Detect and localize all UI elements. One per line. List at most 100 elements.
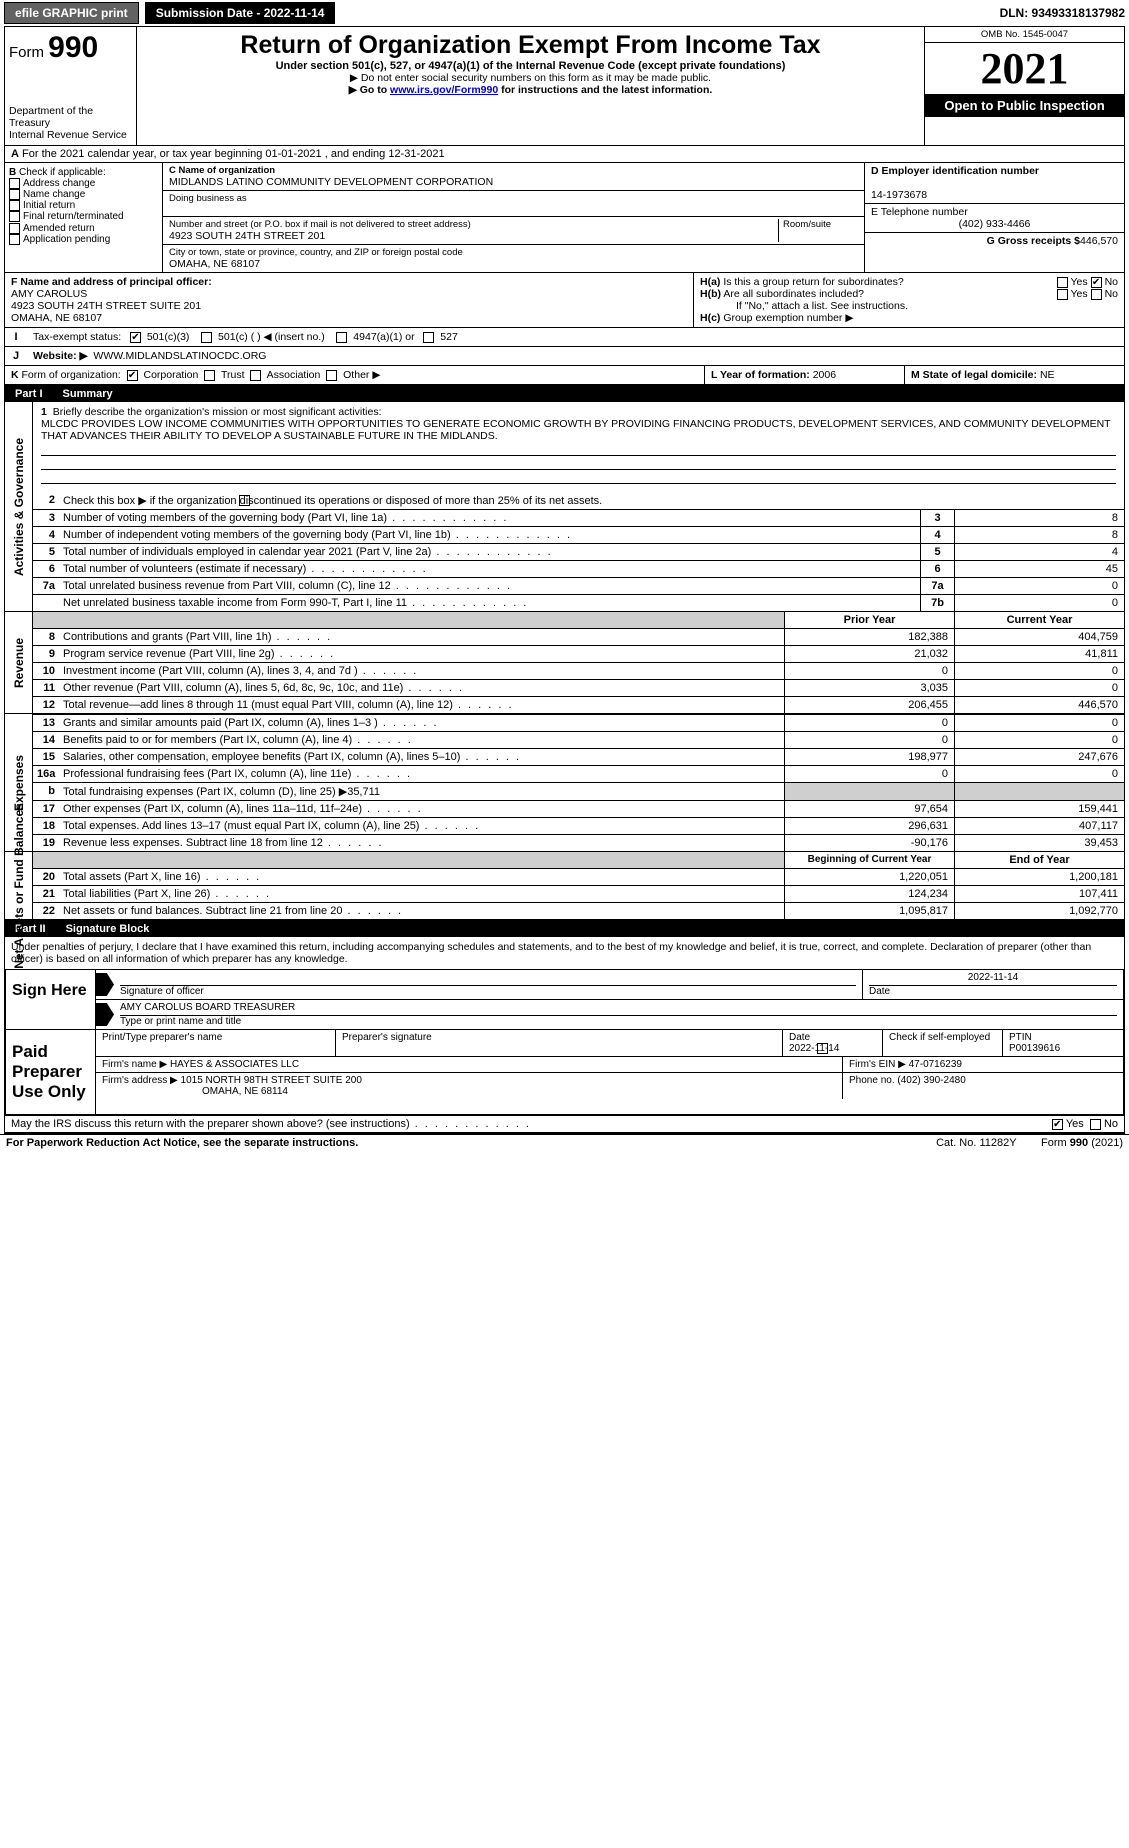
line-16b: b Total fundraising expenses (Part IX, c… xyxy=(33,782,1124,800)
form-footer: Form 990 (2021) xyxy=(1041,1137,1123,1149)
form-number: 990 xyxy=(48,31,98,64)
phone-label: E Telephone number xyxy=(871,206,968,218)
org-name: MIDLANDS LATINO COMMUNITY DEVELOPMENT CO… xyxy=(169,176,858,188)
paid-preparer-label: Paid Preparer Use Only xyxy=(6,1030,96,1114)
sig-date-value: 2022-11-14 xyxy=(869,972,1117,986)
may-discuss-row: May the IRS discuss this return with the… xyxy=(5,1115,1124,1133)
cat-no: Cat. No. 11282Y xyxy=(936,1137,1017,1149)
table-row: 15Salaries, other compensation, employee… xyxy=(33,748,1124,765)
chk-ha-yes[interactable] xyxy=(1057,277,1068,288)
table-row: 17Other expenses (Part IX, column (A), l… xyxy=(33,800,1124,817)
arrow-icon xyxy=(96,973,114,996)
gross-receipts-value: 446,570 xyxy=(1080,235,1118,247)
part-ii-bar: Part II Signature Block xyxy=(5,921,1124,937)
officer-name: AMY CAROLUS xyxy=(11,288,87,300)
hdr-beginning: Beginning of Current Year xyxy=(784,852,954,868)
irs-link[interactable]: www.irs.gov/Form990 xyxy=(390,84,498,96)
table-row: Net unrelated business taxable income fr… xyxy=(33,594,1124,611)
h-ifno: If "No," attach a list. See instructions… xyxy=(700,300,1118,312)
row-a-period: A For the 2021 calendar year, or tax yea… xyxy=(5,146,1124,163)
tax-period-text: For the 2021 calendar year, or tax year … xyxy=(22,148,445,160)
col-headers-revenue: Prior Year Current Year xyxy=(33,612,1124,628)
table-row: 20Total assets (Part X, line 16)1,220,05… xyxy=(33,868,1124,885)
col-h-group: H(a) Is this a group return for subordin… xyxy=(694,273,1124,327)
chk-discontinued[interactable] xyxy=(239,495,250,506)
part-i-title: Summary xyxy=(53,386,1124,402)
side-revenue: Revenue xyxy=(5,612,33,713)
table-row: 6Total number of volunteers (estimate if… xyxy=(33,560,1124,577)
ein-label: D Employer identification number xyxy=(871,165,1039,177)
chk-app-pending[interactable] xyxy=(9,234,20,245)
table-row: 18Total expenses. Add lines 13–17 (must … xyxy=(33,817,1124,834)
sig-officer-label: Signature of officer xyxy=(120,986,204,997)
dba-label: Doing business as xyxy=(169,193,858,204)
chk-initial-return[interactable] xyxy=(9,200,20,211)
form-id-cell: Form 990 Department of the Treasury Inte… xyxy=(5,27,137,145)
side-governance: Activities & Governance xyxy=(5,402,33,611)
addr-label: Number and street (or P.O. box if mail i… xyxy=(169,219,778,230)
chk-self-employed[interactable] xyxy=(817,1043,828,1054)
blank-line xyxy=(41,456,1116,470)
sign-here-label: Sign Here xyxy=(6,970,96,1029)
efile-topbar: efile GRAPHIC print Submission Date - 20… xyxy=(0,0,1129,26)
table-row: 10Investment income (Part VIII, column (… xyxy=(33,662,1124,679)
arrow-icon xyxy=(96,1003,114,1026)
table-row: 11Other revenue (Part VIII, column (A), … xyxy=(33,679,1124,696)
chk-corp[interactable] xyxy=(127,370,138,381)
ptin-value: P00139616 xyxy=(1009,1043,1060,1054)
col-f-officer: F Name and address of principal officer:… xyxy=(5,273,694,327)
chk-amended[interactable] xyxy=(9,223,20,234)
chk-501c3[interactable] xyxy=(130,332,141,343)
chk-address-change[interactable] xyxy=(9,178,20,189)
col-d-ids: D Employer identification number 14-1973… xyxy=(864,163,1124,272)
table-row: 16aProfessional fundraising fees (Part I… xyxy=(33,765,1124,782)
hc-label: Group exemption number ▶ xyxy=(723,312,853,324)
open-to-public-badge: Open to Public Inspection xyxy=(925,94,1124,117)
table-row: 3Number of voting members of the governi… xyxy=(33,509,1124,526)
chk-other[interactable] xyxy=(326,370,337,381)
part-i-tag: Part I xyxy=(5,386,53,402)
org-city: OMAHA, NE 68107 xyxy=(169,258,858,270)
chk-discuss-yes[interactable] xyxy=(1052,1119,1063,1130)
line-2: 2 Check this box ▶ if the organization d… xyxy=(33,492,1124,509)
chk-hb-yes[interactable] xyxy=(1057,289,1068,300)
firm-addr2: OMAHA, NE 68114 xyxy=(102,1086,288,1097)
efile-graphic-badge: efile GRAPHIC print xyxy=(4,2,139,24)
phone-value: (402) 933-4466 xyxy=(871,218,1118,230)
officer-addr1: 4923 SOUTH 24TH STREET SUITE 201 xyxy=(11,300,201,312)
table-row: 9Program service revenue (Part VIII, lin… xyxy=(33,645,1124,662)
room-suite-label: Room/suite xyxy=(778,219,858,242)
firm-ein: 47-0716239 xyxy=(909,1059,962,1070)
table-row: 4Number of independent voting members of… xyxy=(33,526,1124,543)
form-title-cell: Return of Organization Exempt From Incom… xyxy=(137,27,924,145)
line-1: 1 Briefly describe the organization's mi… xyxy=(33,402,1124,442)
table-row: 14Benefits paid to or for members (Part … xyxy=(33,731,1124,748)
irs-label: Internal Revenue Service xyxy=(9,129,132,141)
form-subtitle-1: Under section 501(c), 527, or 4947(a)(1)… xyxy=(145,60,916,72)
chk-501c[interactable] xyxy=(201,332,212,343)
table-row: 12Total revenue—add lines 8 through 11 (… xyxy=(33,696,1124,713)
sec-governance: Activities & Governance 1 Briefly descri… xyxy=(5,402,1124,612)
chk-discuss-no[interactable] xyxy=(1090,1119,1101,1130)
chk-trust[interactable] xyxy=(204,370,215,381)
blank-line xyxy=(41,470,1116,484)
gross-receipts-label: G Gross receipts $ xyxy=(987,235,1080,247)
chk-ha-no[interactable] xyxy=(1091,277,1102,288)
mission-text: MLCDC PROVIDES LOW INCOME COMMUNITIES WI… xyxy=(41,418,1110,442)
chk-527[interactable] xyxy=(423,332,434,343)
sec-expenses: Expenses 13Grants and similar amounts pa… xyxy=(5,714,1124,852)
type-name-label: Type or print name and title xyxy=(120,1016,241,1027)
page-footer: For Paperwork Reduction Act Notice, see … xyxy=(0,1134,1129,1151)
chk-4947[interactable] xyxy=(336,332,347,343)
chk-assoc[interactable] xyxy=(250,370,261,381)
chk-name-change[interactable] xyxy=(9,189,20,200)
table-row: 19Revenue less expenses. Subtract line 1… xyxy=(33,834,1124,851)
hdr-current-year: Current Year xyxy=(954,612,1124,628)
table-row: 21Total liabilities (Part X, line 26)124… xyxy=(33,885,1124,902)
side-net: Net Assets or Fund Balances xyxy=(5,852,33,919)
chk-hb-no[interactable] xyxy=(1091,289,1102,300)
officer-addr2: OMAHA, NE 68107 xyxy=(11,312,102,324)
chk-final-return[interactable] xyxy=(9,211,20,222)
website-value: WWW.MIDLANDSLATINOCDC.ORG xyxy=(93,350,266,362)
table-row: 22Net assets or fund balances. Subtract … xyxy=(33,902,1124,919)
